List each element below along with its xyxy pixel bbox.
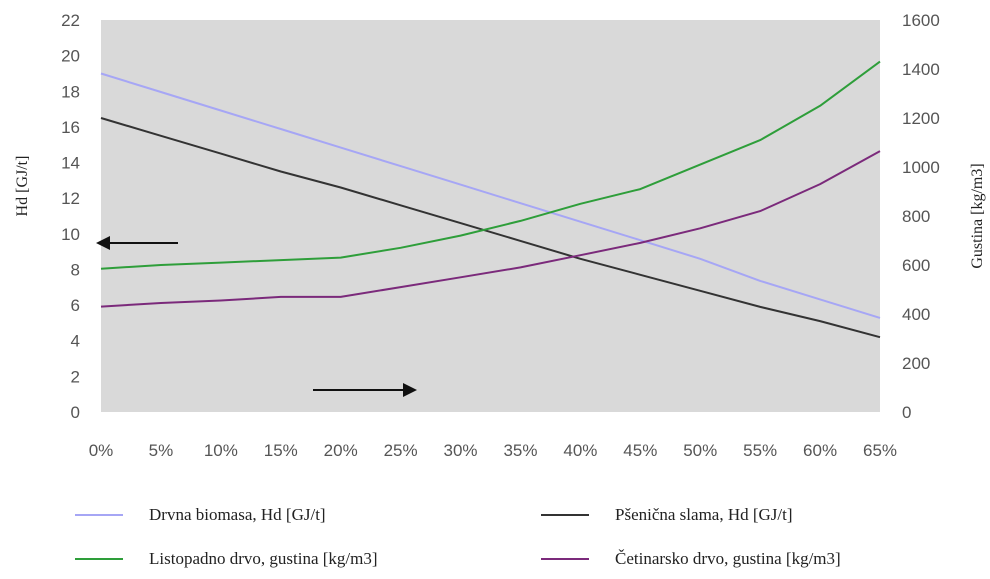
- legend-swatch: [75, 558, 123, 560]
- series-line-0: [100, 72, 881, 319]
- x-tick-label: 45%: [623, 441, 657, 460]
- legend-item-drvna-biomasa: Drvna biomasa, Hd [GJ/t]: [75, 502, 326, 528]
- left-axis-arrow: [96, 236, 178, 250]
- x-axis-ticks: 0% 5% 10% 15% 20% 25% 30% 35% 40% 45% 50% 55% 60% 65%: [89, 441, 897, 460]
- x-tick-label: 40%: [563, 441, 597, 460]
- y-right-tick-label: 1200: [902, 109, 940, 128]
- legend-item-listopadno-drvo: Listopadno drvo, gustina [kg/m3]: [75, 546, 378, 572]
- legend-label: Listopadno drvo, gustina [kg/m3]: [149, 549, 378, 568]
- y-left-axis-title: Hd [GJ/t]: [14, 156, 31, 217]
- x-tick-label: 65%: [863, 441, 897, 460]
- series-line-1: [100, 117, 881, 339]
- right-axis-ticks: 0 200 400 600 800 1000 1200 1400 1600: [902, 11, 940, 422]
- plot-area: [101, 20, 880, 412]
- x-tick-label: 55%: [743, 441, 777, 460]
- series-line-2: [100, 60, 881, 270]
- legend-label: Pšenična slama, Hd [GJ/t]: [615, 505, 793, 524]
- x-tick-label: 15%: [264, 441, 298, 460]
- x-tick-label: 50%: [683, 441, 717, 460]
- left-axis-ticks: 0 2 4 6 8 10 12 14 16 18 20 22: [61, 11, 80, 422]
- y-right-tick-label: 400: [902, 305, 930, 324]
- y-right-tick-label: 1600: [902, 11, 940, 30]
- x-tick-label: 35%: [503, 441, 537, 460]
- y-left-tick-label: 18: [61, 82, 80, 101]
- legend-label: Drvna biomasa, Hd [GJ/t]: [149, 505, 326, 524]
- x-tick-label: 30%: [444, 441, 478, 460]
- x-tick-label: 5%: [149, 441, 174, 460]
- right-axis-arrow: [313, 383, 417, 397]
- y-right-tick-label: 1400: [902, 60, 940, 79]
- y-left-tick-label: 12: [61, 189, 80, 208]
- y-left-tick-label: 10: [61, 225, 80, 244]
- y-left-tick-label: 16: [61, 118, 80, 137]
- y-left-tick-label: 14: [61, 154, 80, 173]
- series-group: [100, 60, 881, 339]
- y-right-tick-label: 0: [902, 403, 911, 422]
- legend-item-psenicna-slama: Pšenična slama, Hd [GJ/t]: [541, 502, 793, 528]
- y-right-tick-label: 1000: [902, 158, 940, 177]
- y-left-tick-label: 6: [71, 296, 80, 315]
- legend-swatch: [75, 514, 123, 516]
- y-left-tick-label: 8: [71, 260, 80, 279]
- x-tick-label: 0%: [89, 441, 114, 460]
- y-left-tick-label: 0: [71, 403, 80, 422]
- x-tick-label: 10%: [204, 441, 238, 460]
- y-left-tick-label: 20: [61, 47, 80, 66]
- legend-swatch: [541, 514, 589, 516]
- y-left-tick-label: 22: [61, 11, 80, 30]
- y-right-tick-label: 200: [902, 354, 930, 373]
- y-left-tick-label: 2: [71, 367, 80, 386]
- x-tick-label: 20%: [324, 441, 358, 460]
- x-tick-label: 25%: [384, 441, 418, 460]
- chart: 0 2 4 6 8 10 12 14 16 18 20 22 0 200 400 600 800 1000 120…: [14, 11, 986, 460]
- legend-label: Četinarsko drvo, gustina [kg/m3]: [615, 549, 841, 568]
- legend-swatch: [541, 558, 589, 560]
- y-right-tick-label: 600: [902, 256, 930, 275]
- legend: Drvna biomasa, Hd [GJ/t] Pšenična slama,…: [0, 495, 990, 579]
- y-right-tick-label: 800: [902, 207, 930, 226]
- y-left-tick-label: 4: [71, 332, 80, 351]
- legend-item-cetinarsko-drvo: Četinarsko drvo, gustina [kg/m3]: [541, 546, 841, 572]
- y-right-axis-title: Gustina [kg/m3]: [969, 163, 986, 268]
- series-line-3: [100, 150, 881, 308]
- x-tick-label: 60%: [803, 441, 837, 460]
